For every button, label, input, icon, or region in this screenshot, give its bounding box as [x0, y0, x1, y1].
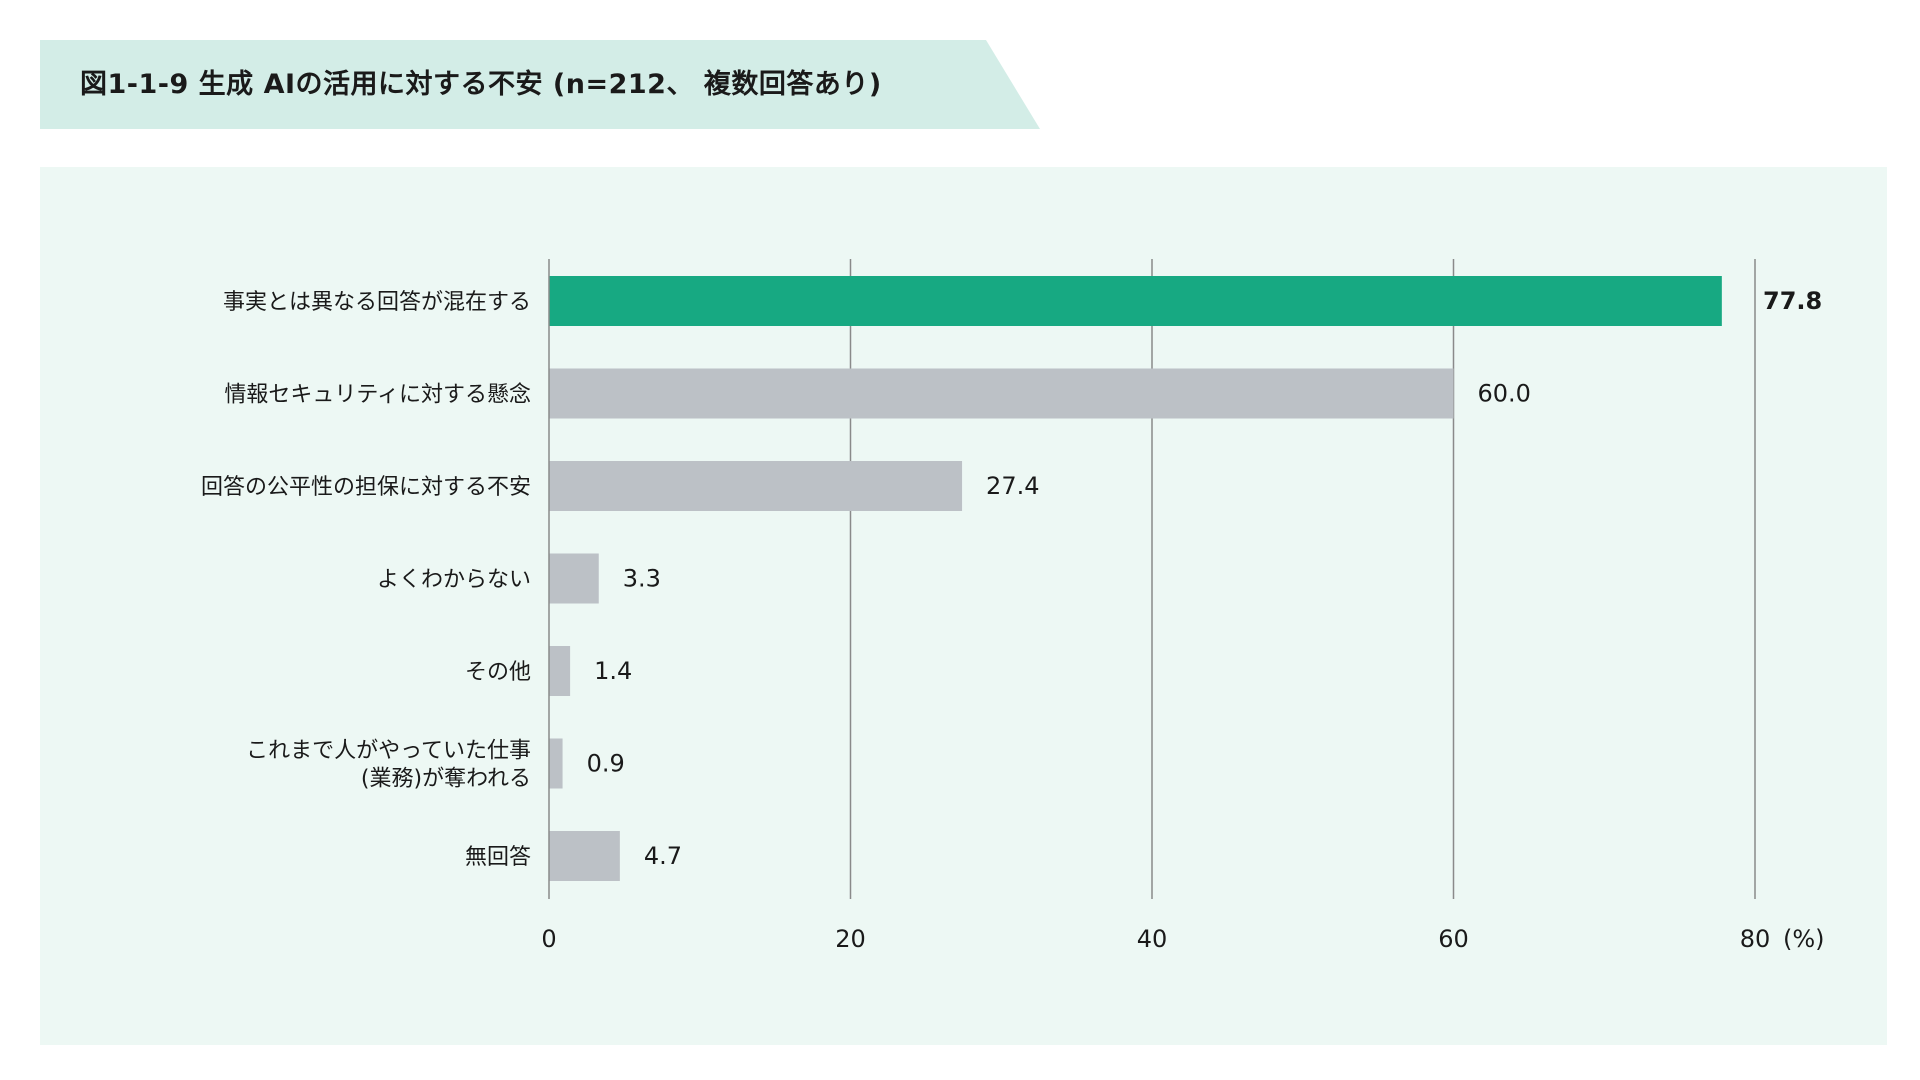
x-tick-label-0: 0	[541, 925, 556, 953]
value-label-2: 27.4	[986, 472, 1039, 500]
x-unit-label: (%)	[1783, 925, 1825, 953]
bar-2	[549, 461, 963, 511]
value-label-4: 1.4	[594, 657, 632, 685]
bar-6	[549, 831, 620, 881]
bar-3	[549, 553, 599, 604]
bar-1	[549, 368, 1454, 419]
bar-0	[549, 276, 1722, 326]
category-label-5-line-1: (業務)が奪われる	[361, 767, 531, 792]
x-tick-label-20: 20	[835, 925, 866, 953]
x-tick-label-40: 40	[1137, 925, 1168, 953]
bar-chart: 77.8 事実とは異なる回答が混在する 60.0 情報セキュリティに対する懸念 27.4…	[201, 259, 1825, 953]
category-label-1: 情報セキュリティに対する懸念	[224, 383, 531, 408]
x-tick-label-60: 60	[1438, 925, 1469, 953]
value-label-6: 4.7	[644, 842, 682, 870]
value-label-1: 60.0	[1478, 380, 1531, 408]
x-tick-label-80: 80	[1740, 925, 1771, 953]
category-label-0: 事実とは異なる回答が混在する	[223, 290, 531, 315]
bar-5	[549, 738, 563, 789]
chart-title: 図1-1-9 生成 AIの活用に対する不安 (n=212、 複数回答あり)	[80, 69, 882, 100]
category-label-6: 無回答	[465, 845, 531, 870]
chart-panel: 77.8 事実とは異なる回答が混在する 60.0 情報セキュリティに対する懸念 27.4…	[40, 167, 1887, 1045]
value-label-0: 77.8	[1763, 287, 1822, 315]
value-label-5: 0.9	[587, 750, 625, 778]
value-label-3: 3.3	[623, 565, 661, 593]
category-label-3: よくわからない	[377, 568, 531, 593]
category-label-5-line-0: これまで人がやっていた仕事	[246, 739, 531, 764]
category-label-2: 回答の公平性の担保に対する不安	[201, 475, 531, 500]
title-banner	[40, 40, 1040, 129]
category-label-4: その他	[465, 660, 531, 685]
bar-4	[549, 646, 571, 696]
